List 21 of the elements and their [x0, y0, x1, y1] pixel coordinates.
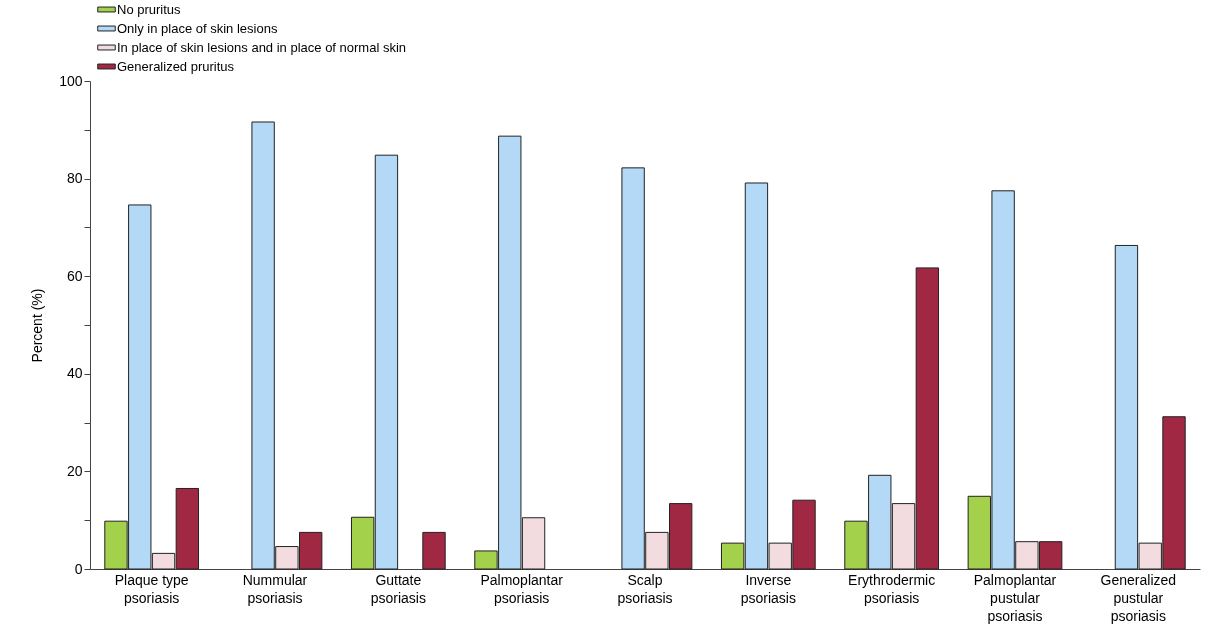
legend-label: No pruritus — [117, 1, 182, 17]
bar — [422, 531, 446, 570]
x-tick-label: Erythrodermic psoriasis — [848, 571, 936, 606]
y-tick-label: 60 — [66, 267, 83, 284]
y-tick-label: 0 — [74, 560, 83, 577]
y-tick-label: 20 — [66, 462, 83, 479]
x-tick-label: Generalized pustular psoriasis — [1100, 571, 1177, 624]
x-tick-label: Palmoplantar psoriasis — [480, 571, 564, 606]
legend-label: In place of skin lesions and in place of normal skin — [117, 39, 407, 55]
y-tick-label: 40 — [66, 365, 83, 382]
y-tick-label: 80 — [66, 170, 83, 187]
legend-label: Generalized pruritus — [117, 58, 235, 74]
x-tick-label: Scalp psoriasis — [617, 571, 673, 606]
y-tick-label: 100 — [59, 72, 83, 89]
x-tick-label: Plaque type psoriasis — [114, 571, 189, 606]
x-tick-label: Palmoplantar pustular psoriasis — [973, 571, 1057, 624]
x-tick-label: Inverse psoriasis — [740, 571, 796, 606]
y-axis-title: Percent (%) — [29, 288, 46, 363]
x-tick-label: Nummular psoriasis — [242, 571, 308, 606]
x-tick-label: Guttate psoriasis — [370, 571, 426, 606]
legend-label: Only in place of skin lesions — [117, 20, 278, 36]
